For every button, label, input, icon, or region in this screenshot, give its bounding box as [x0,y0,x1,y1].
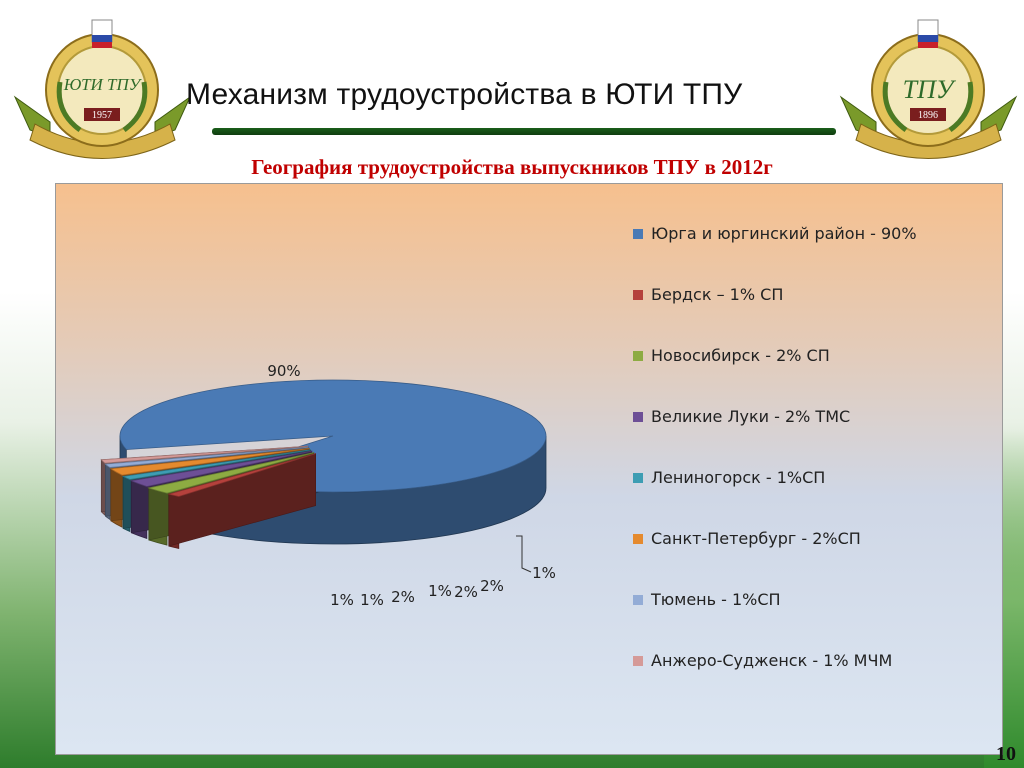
pie-slice-top-3 [147,452,315,494]
page-title: Механизм трудоустройства в ЮТИ ТПУ [186,78,743,111]
legend-label: Бердск – 1% СП [651,285,784,304]
right-emblem-year: 1896 [918,110,938,121]
legend-item: Анжеро-Судженск - 1% МЧМ [633,651,892,670]
legend-item: Юрга и юргинский район - 90% [633,224,917,243]
legend-swatch [633,228,643,239]
pie-slice-top-5 [121,449,311,480]
left-emblem-logo: ЮТИ ТПУ 1957 [10,12,195,172]
pie-slice-top-4 [129,450,312,487]
pie-slice-top-7 [104,446,309,468]
legend-item: Тюмень - 1%СП [633,590,781,609]
data-label-4: 2% [454,583,478,601]
left-emblem-year: 1957 [92,110,112,121]
right-emblem-monogram: ТПУ [903,75,957,104]
legend-swatch [633,411,643,422]
legend-label: Санкт-Петербург - 2%СП [651,529,861,548]
leader-line [516,535,532,573]
pie-slice-top-2 [167,453,316,497]
left-emblem-monogram: ЮТИ ТПУ [63,75,143,94]
data-label-2: 1% [532,564,556,582]
pie-slice-2 [167,453,317,549]
pie-slice-top-8 [100,445,309,464]
pie-slice-top-6 [109,448,310,476]
page-number: 10 [996,743,1016,765]
chart-subtitle: География трудоустройства выпускников ТП… [251,155,773,179]
legend-swatch [633,533,643,544]
legend-item: Новосибирск - 2% СП [633,346,830,365]
legend-item: Лениногорск - 1%СП [633,468,825,487]
data-label-7: 1% [360,591,384,609]
pie-chart: 90%1%2%2%1%2%1%1% [100,362,556,609]
data-label-5: 1% [428,582,452,600]
title-underline [212,128,836,135]
legend-item: Санкт-Петербург - 2%СП [633,529,861,548]
legend-item: Бердск – 1% СП [633,285,783,304]
legend-label: Новосибирск - 2% СП [651,346,830,365]
right-emblem-logo: ТПУ 1896 [836,12,1021,172]
legend-swatch [633,655,643,666]
legend-label: Юрга и юргинский район - 90% [651,224,917,243]
legend-swatch [633,350,643,361]
legend-swatch [633,289,643,300]
legend-label: Анжеро-Судженск - 1% МЧМ [651,651,893,670]
legend-item: Великие Луки - 2% ТМС [633,407,850,426]
data-label-1: 90% [267,362,300,380]
legend-label: Великие Луки - 2% ТМС [651,407,851,426]
legend-label: Тюмень - 1%СП [651,590,781,609]
data-label-3: 2% [480,577,504,595]
legend-swatch [633,594,643,605]
legend-swatch [633,472,643,483]
data-label-8: 1% [330,591,354,609]
chart-area: 90% 1% 2% 2% 1% 2% 1% 1% Юрга и юргинский район… [55,183,1003,755]
legend-label: Лениногорск - 1%СП [651,468,826,487]
pie-slice-top-1 [119,379,547,493]
data-label-6: 2% [391,588,415,606]
